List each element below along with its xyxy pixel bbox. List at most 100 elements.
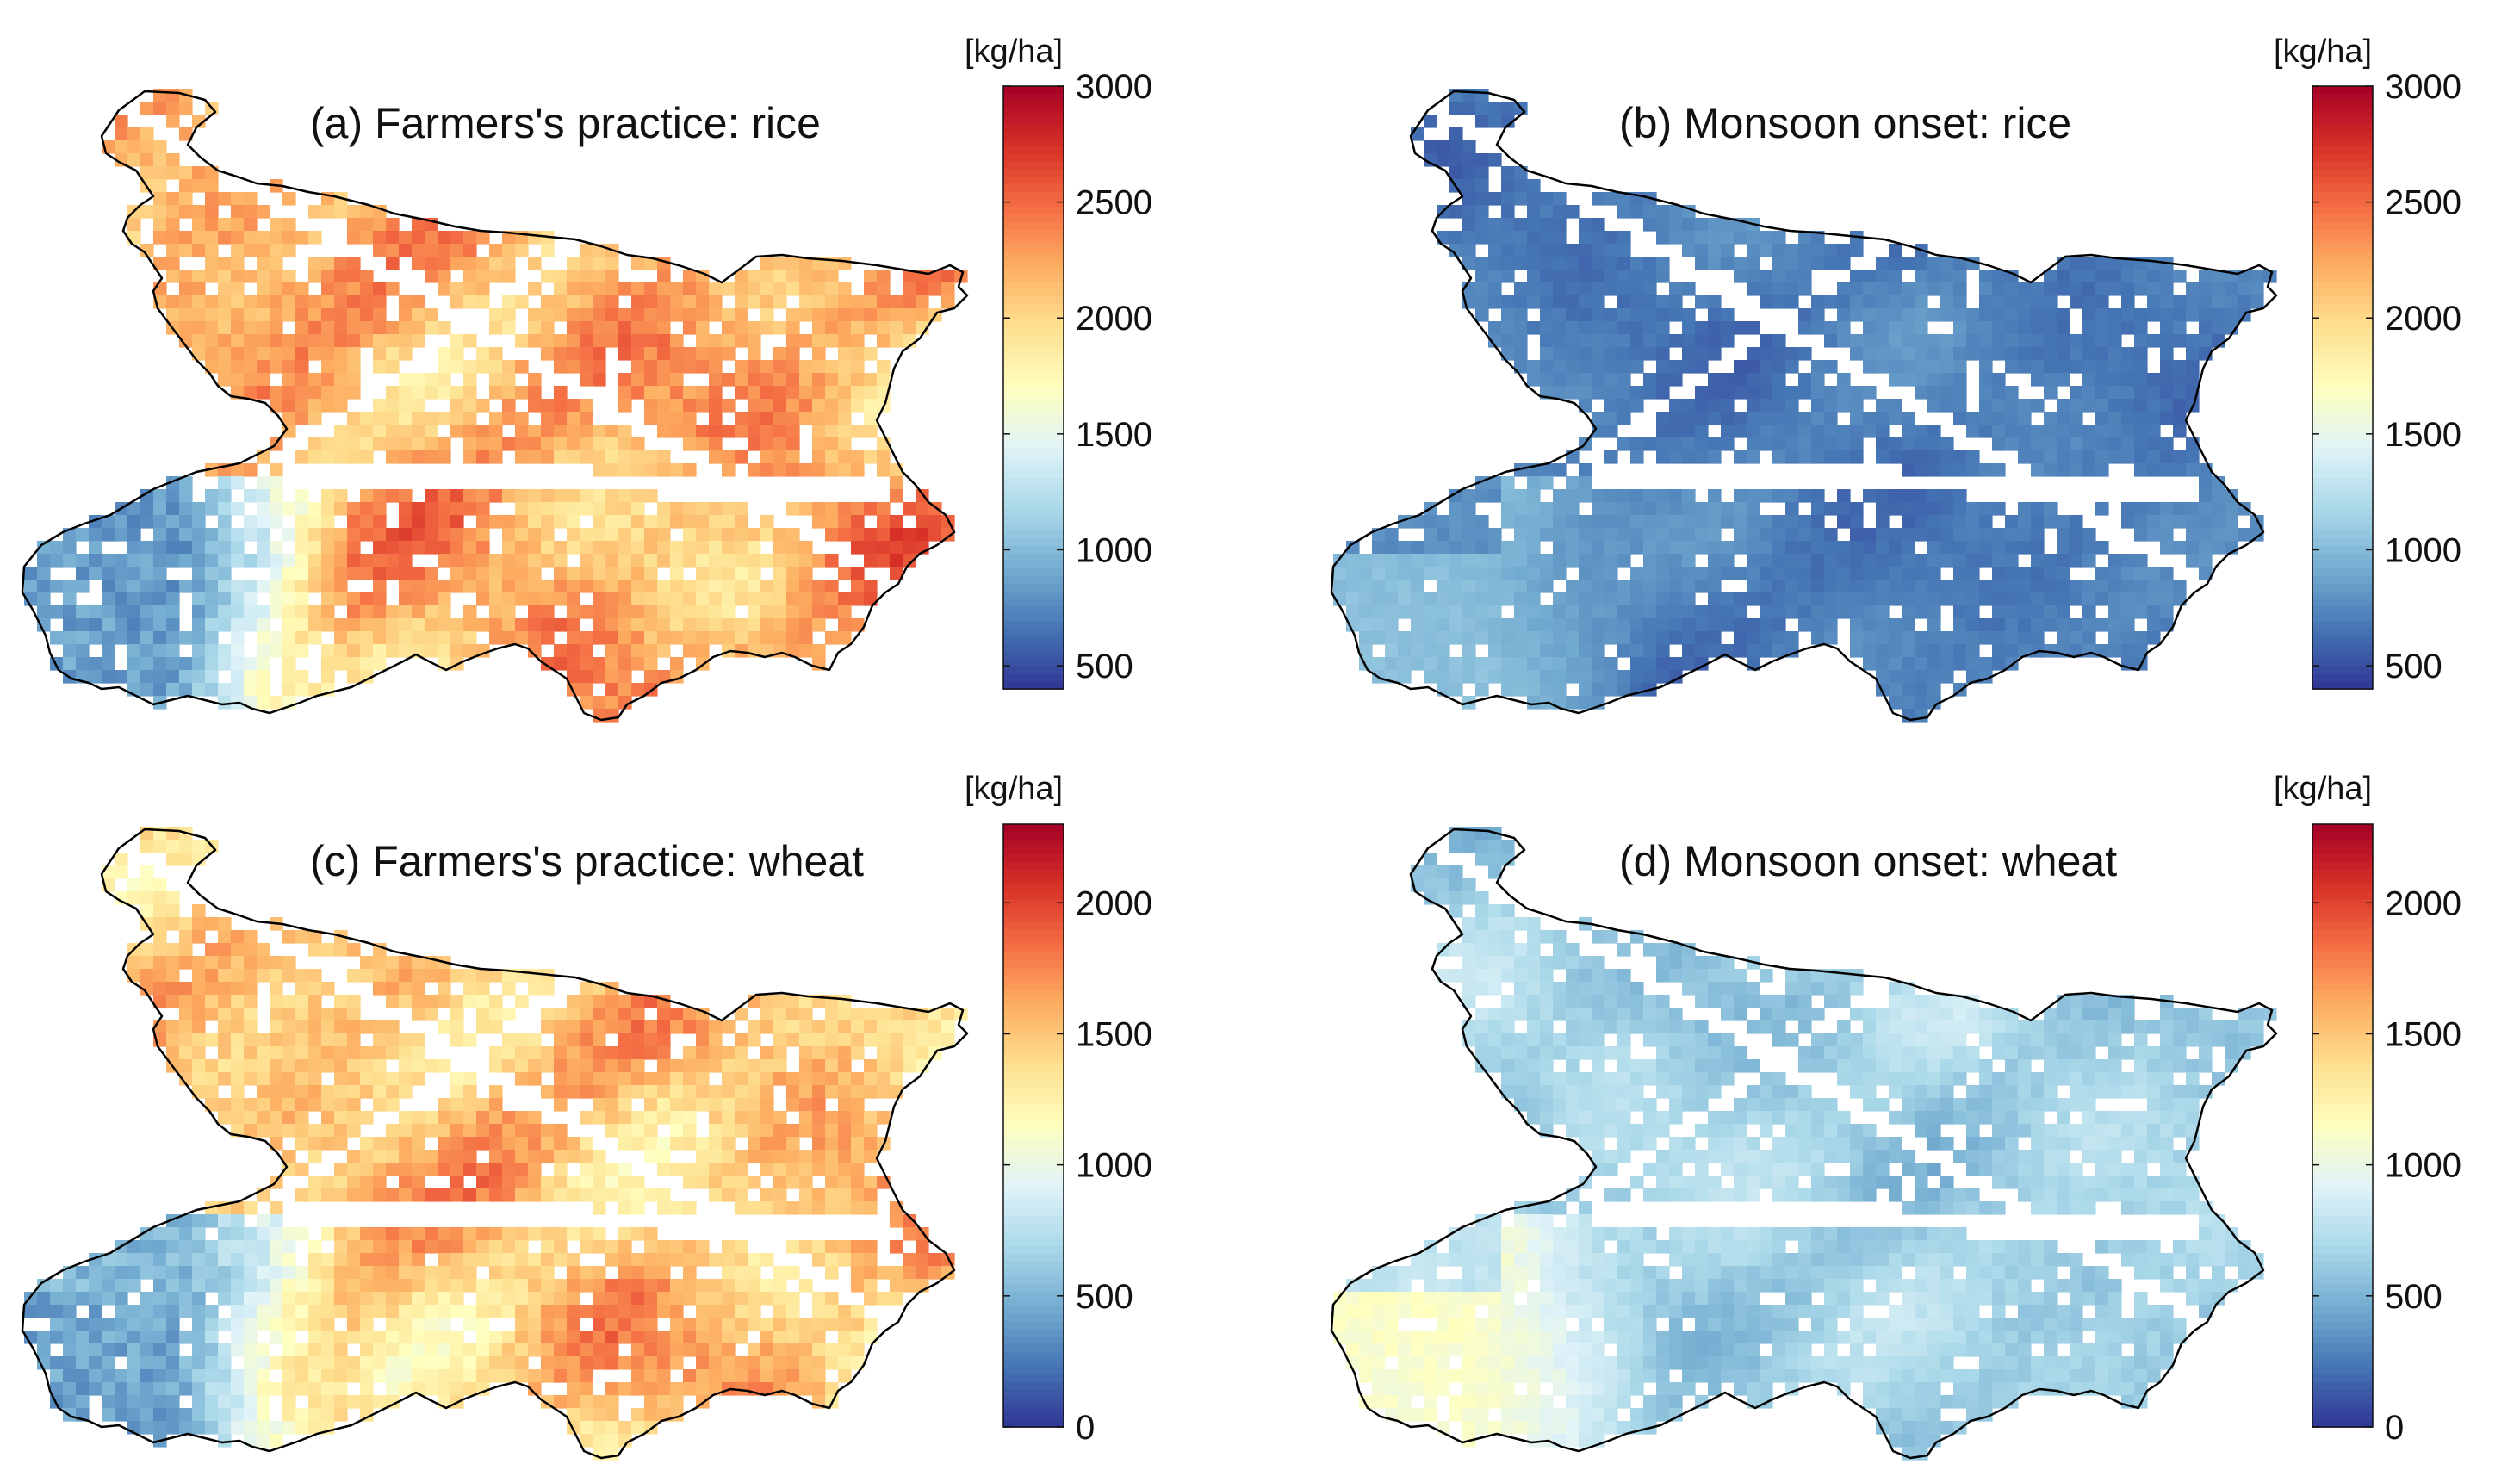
heatmap-cell: [657, 528, 671, 542]
heatmap-cell: [825, 412, 839, 425]
heatmap-cell: [218, 982, 232, 996]
heatmap-cell: [347, 334, 361, 348]
heatmap-cell: [1617, 618, 1631, 632]
heatmap-cell: [1449, 580, 1463, 593]
heatmap-cell: [1747, 373, 1760, 387]
heatmap-cell: [334, 270, 348, 283]
heatmap-cell: [1953, 502, 1967, 516]
heatmap-cell: [1617, 644, 1631, 658]
heatmap-cell: [825, 1150, 839, 1163]
heatmap-cell: [1424, 670, 1437, 684]
heatmap-cell: [593, 257, 606, 270]
heatmap-cell: [140, 166, 154, 180]
heatmap-cell: [489, 1240, 503, 1254]
heatmap-cell: [1656, 270, 1670, 283]
heatmap-cell: [1979, 295, 1993, 309]
heatmap-cell: [799, 1201, 813, 1215]
heatmap-cell: [941, 282, 955, 296]
heatmap-cell: [2005, 308, 2019, 322]
heatmap-cell: [786, 554, 800, 568]
heatmap-cell: [735, 308, 748, 322]
heatmap-cell: [1488, 541, 1502, 555]
heatmap-cell: [2173, 450, 2187, 464]
heatmap-cell: [1579, 644, 1592, 658]
heatmap-cell: [1682, 360, 1696, 374]
heatmap-cell: [515, 502, 529, 516]
heatmap-cell: [890, 567, 903, 580]
heatmap-cell: [1927, 528, 1941, 542]
heatmap-cell: [347, 1331, 361, 1344]
heatmap-cell: [179, 930, 193, 944]
heatmap-cell: [593, 1188, 606, 1202]
heatmap-cell: [282, 1279, 296, 1293]
heatmap-cell: [2044, 437, 2058, 451]
heatmap-cell: [1501, 580, 1515, 593]
heatmap-cell: [2044, 618, 2058, 632]
heatmap-cell: [1837, 541, 1851, 555]
heatmap-cell: [399, 1292, 413, 1306]
heatmap-cell: [373, 295, 387, 309]
heatmap-cell: [2147, 450, 2161, 464]
heatmap-cell: [722, 567, 736, 580]
heatmap-cell: [2031, 399, 2045, 413]
heatmap-cell: [1553, 463, 1567, 477]
heatmap-cell: [864, 1253, 878, 1267]
heatmap-cell: [2005, 618, 2019, 632]
heatmap-cell: [799, 334, 813, 348]
heatmap-cell: [554, 644, 568, 658]
heatmap-cell: [489, 1085, 503, 1099]
heatmap-cell: [127, 644, 141, 658]
heatmap-cell: [1966, 541, 1980, 555]
heatmap-cell: [489, 554, 503, 568]
heatmap-cell: [631, 683, 645, 697]
heatmap-cell: [2044, 360, 2058, 374]
heatmap-cell: [2018, 567, 2032, 580]
heatmap-cell: [1592, 244, 1605, 257]
heatmap-cell: [670, 502, 684, 516]
heatmap-cell: [334, 644, 348, 658]
heatmap-cell: [2134, 282, 2148, 296]
colorbar-segment: [1003, 372, 1064, 382]
heatmap-cell: [321, 982, 335, 996]
heatmap-cell: [1488, 321, 1502, 335]
heatmap-cell: [179, 1227, 193, 1241]
heatmap-cell: [153, 102, 167, 115]
heatmap-cell: [2095, 257, 2109, 270]
heatmap-cell: [476, 1253, 490, 1267]
heatmap-cell: [812, 1059, 826, 1073]
heatmap-cell: [593, 270, 606, 283]
heatmap-cell: [1734, 541, 1747, 555]
heatmap-cell: [2147, 334, 2161, 348]
heatmap-cell: [373, 231, 387, 245]
heatmap-cell: [192, 308, 206, 322]
heatmap-cell: [1902, 295, 1915, 309]
heatmap-cell: [515, 1150, 529, 1163]
heatmap-cell: [257, 270, 270, 283]
heatmap-cell: [476, 982, 490, 996]
heatmap-cell: [2173, 541, 2187, 555]
colorbar-segment: [1003, 470, 1064, 479]
heatmap-cell: [231, 605, 245, 619]
heatmap-cell: [1953, 412, 1967, 425]
colorbar-segment: [1003, 462, 1064, 472]
heatmap-cell: [657, 450, 671, 464]
heatmap-cell: [257, 956, 270, 970]
heatmap-cell: [580, 580, 593, 593]
heatmap-cell: [1424, 618, 1437, 632]
heatmap-cell: [1927, 450, 1941, 464]
heatmap-cell: [1592, 270, 1605, 283]
heatmap-cell: [386, 1292, 400, 1306]
heatmap-cell: [580, 1227, 593, 1241]
heatmap-cell: [244, 1046, 258, 1060]
heatmap-cell: [644, 1318, 658, 1331]
colorbar-segment: [1003, 282, 1064, 291]
heatmap-cell: [1760, 334, 1773, 348]
heatmap-cell: [838, 631, 852, 645]
heatmap-cell: [1643, 347, 1657, 361]
heatmap-cell: [1863, 567, 1877, 580]
heatmap-cell: [231, 969, 245, 983]
heatmap-cell: [696, 425, 710, 438]
heatmap-cell: [1604, 567, 1618, 580]
heatmap-cell: [166, 1227, 180, 1241]
heatmap-cell: [218, 218, 232, 232]
